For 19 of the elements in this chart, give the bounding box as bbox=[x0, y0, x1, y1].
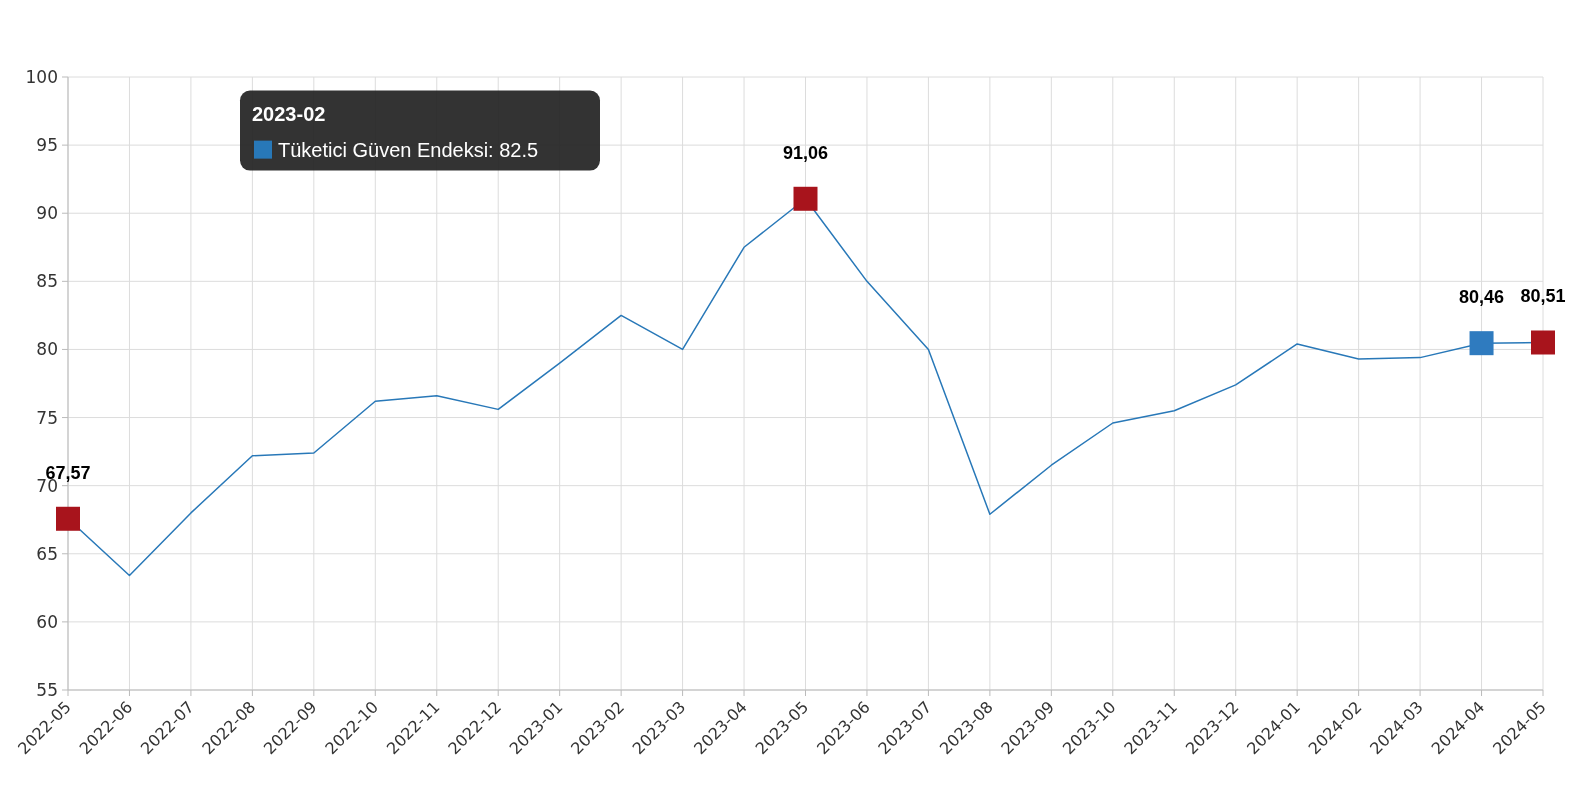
annotation: 2023-02 bbox=[252, 102, 326, 125]
point bbox=[1469, 331, 1494, 356]
point bbox=[1531, 330, 1555, 355]
data-label: 80,46 bbox=[1459, 287, 1505, 308]
point bbox=[793, 186, 818, 211]
y-tick-label: 90 bbox=[36, 203, 58, 224]
y-tick-label: 80 bbox=[36, 339, 58, 360]
y-tick-label: 85 bbox=[36, 271, 58, 292]
data-label: 80,51 bbox=[1520, 286, 1566, 307]
data-label: 91,06 bbox=[782, 142, 829, 163]
annotation: Tüketici Güven Endeksi: 82.5 bbox=[278, 138, 539, 161]
point bbox=[56, 506, 80, 531]
y-tick-label: 60 bbox=[36, 611, 58, 632]
y-tick-label: 95 bbox=[36, 135, 58, 156]
y-tick-label: 100 bbox=[25, 66, 58, 87]
y-tick-label: 75 bbox=[36, 407, 58, 428]
y-tick-label: 55 bbox=[36, 679, 58, 700]
y-tick-label: 65 bbox=[36, 543, 58, 564]
tooltip: 2023-02 Tüketici Güven Endeksi: 82.5 bbox=[240, 90, 600, 171]
